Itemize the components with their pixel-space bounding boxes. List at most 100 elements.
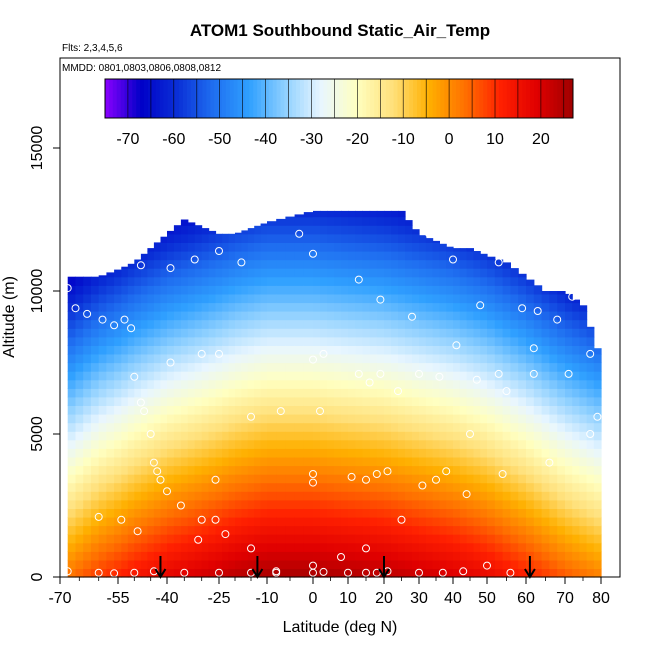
heat-cell	[341, 405, 349, 415]
heat-cell	[313, 259, 321, 269]
heat-cell	[362, 311, 371, 321]
heat-cell	[194, 465, 203, 475]
heat-cell	[241, 465, 249, 475]
heat-cell	[405, 371, 413, 381]
heat-cell	[67, 568, 76, 578]
heat-cell	[549, 319, 558, 329]
heat-cell	[320, 379, 328, 389]
heat-cell	[376, 345, 385, 355]
heat-cell	[285, 242, 296, 252]
heat-cell	[473, 422, 481, 432]
heat-cell	[412, 293, 420, 304]
heat-cell	[473, 259, 481, 269]
data-point	[365, 378, 374, 387]
heat-cell	[439, 534, 447, 544]
heat-cell	[362, 405, 371, 415]
heat-cell	[187, 388, 196, 398]
heat-cell	[285, 336, 296, 346]
heat-cell	[362, 525, 371, 535]
heat-cell	[502, 448, 511, 458]
heat-cell	[355, 302, 363, 312]
heat-cell	[572, 371, 580, 381]
heat-cell	[362, 542, 371, 552]
heat-cell	[362, 414, 371, 424]
heat-cell	[260, 388, 268, 398]
heat-cell	[194, 448, 203, 458]
heat-cell	[405, 362, 413, 372]
heat-cell	[419, 293, 427, 304]
heat-cell	[134, 302, 142, 312]
heat-cell	[267, 293, 277, 304]
heat-cell	[341, 534, 349, 544]
heat-cell	[75, 456, 84, 467]
data-point	[533, 307, 542, 315]
colorbar-segment	[409, 79, 414, 118]
heat-cell	[313, 319, 321, 329]
heat-cell	[160, 268, 168, 278]
heat-cell	[487, 293, 496, 304]
heat-cell	[98, 559, 107, 569]
heat-cell	[384, 559, 392, 569]
heat-cell	[106, 422, 115, 432]
heat-cell	[355, 210, 363, 218]
colorbar-segment	[268, 79, 274, 118]
heat-cell	[432, 551, 440, 561]
heat-cell	[303, 516, 314, 527]
heat-cell	[254, 465, 262, 475]
heat-cell	[355, 405, 363, 415]
heat-cell	[453, 268, 461, 278]
heat-cell	[376, 414, 385, 424]
heat-cell	[334, 328, 342, 338]
heat-cell	[153, 242, 161, 252]
heat-cell	[180, 379, 189, 389]
heat-cell	[579, 362, 588, 372]
heat-cell	[313, 225, 321, 235]
heat-cell	[160, 396, 168, 406]
heat-cell	[510, 508, 519, 518]
heat-cell	[160, 516, 168, 527]
heat-cell	[439, 285, 447, 295]
heat-cell	[327, 353, 335, 364]
heat-cell	[369, 210, 378, 218]
heat-cell	[327, 345, 335, 355]
heat-cell	[572, 559, 580, 569]
heat-cell	[518, 345, 527, 355]
data-point	[337, 553, 345, 561]
heat-cell	[90, 396, 100, 406]
heat-cell	[83, 379, 92, 389]
heat-cell	[160, 422, 168, 432]
heat-cell	[241, 448, 249, 458]
heat-cell	[432, 482, 440, 492]
heat-cell	[194, 336, 203, 346]
heat-cell	[466, 508, 474, 518]
heat-cell	[75, 482, 84, 492]
heat-cell	[160, 345, 168, 355]
colorbar-segment	[553, 79, 558, 118]
heat-cell	[285, 439, 296, 449]
heat-cell	[453, 302, 461, 312]
heat-cell	[187, 542, 196, 552]
heat-cell	[260, 559, 268, 569]
heat-cell	[432, 319, 440, 329]
heat-cell	[254, 242, 262, 252]
data-point	[309, 478, 317, 487]
heat-cell	[341, 276, 349, 286]
heat-cell	[439, 456, 447, 467]
heat-cell	[313, 516, 321, 527]
heat-cell	[180, 491, 189, 501]
heat-cell	[480, 396, 488, 406]
colorbar-segment	[342, 79, 348, 118]
heat-cell	[412, 251, 420, 261]
heat-cell	[114, 414, 122, 424]
heat-cell	[127, 396, 135, 406]
heat-cell	[518, 448, 527, 458]
heat-cell	[518, 491, 527, 501]
heat-cell	[466, 439, 474, 449]
heat-cell	[439, 414, 447, 424]
heat-cell	[439, 405, 447, 415]
heat-cell	[285, 353, 296, 364]
heat-cell	[134, 319, 142, 329]
heat-cell	[294, 388, 305, 398]
heat-cell	[294, 405, 305, 415]
data-point	[146, 430, 155, 438]
